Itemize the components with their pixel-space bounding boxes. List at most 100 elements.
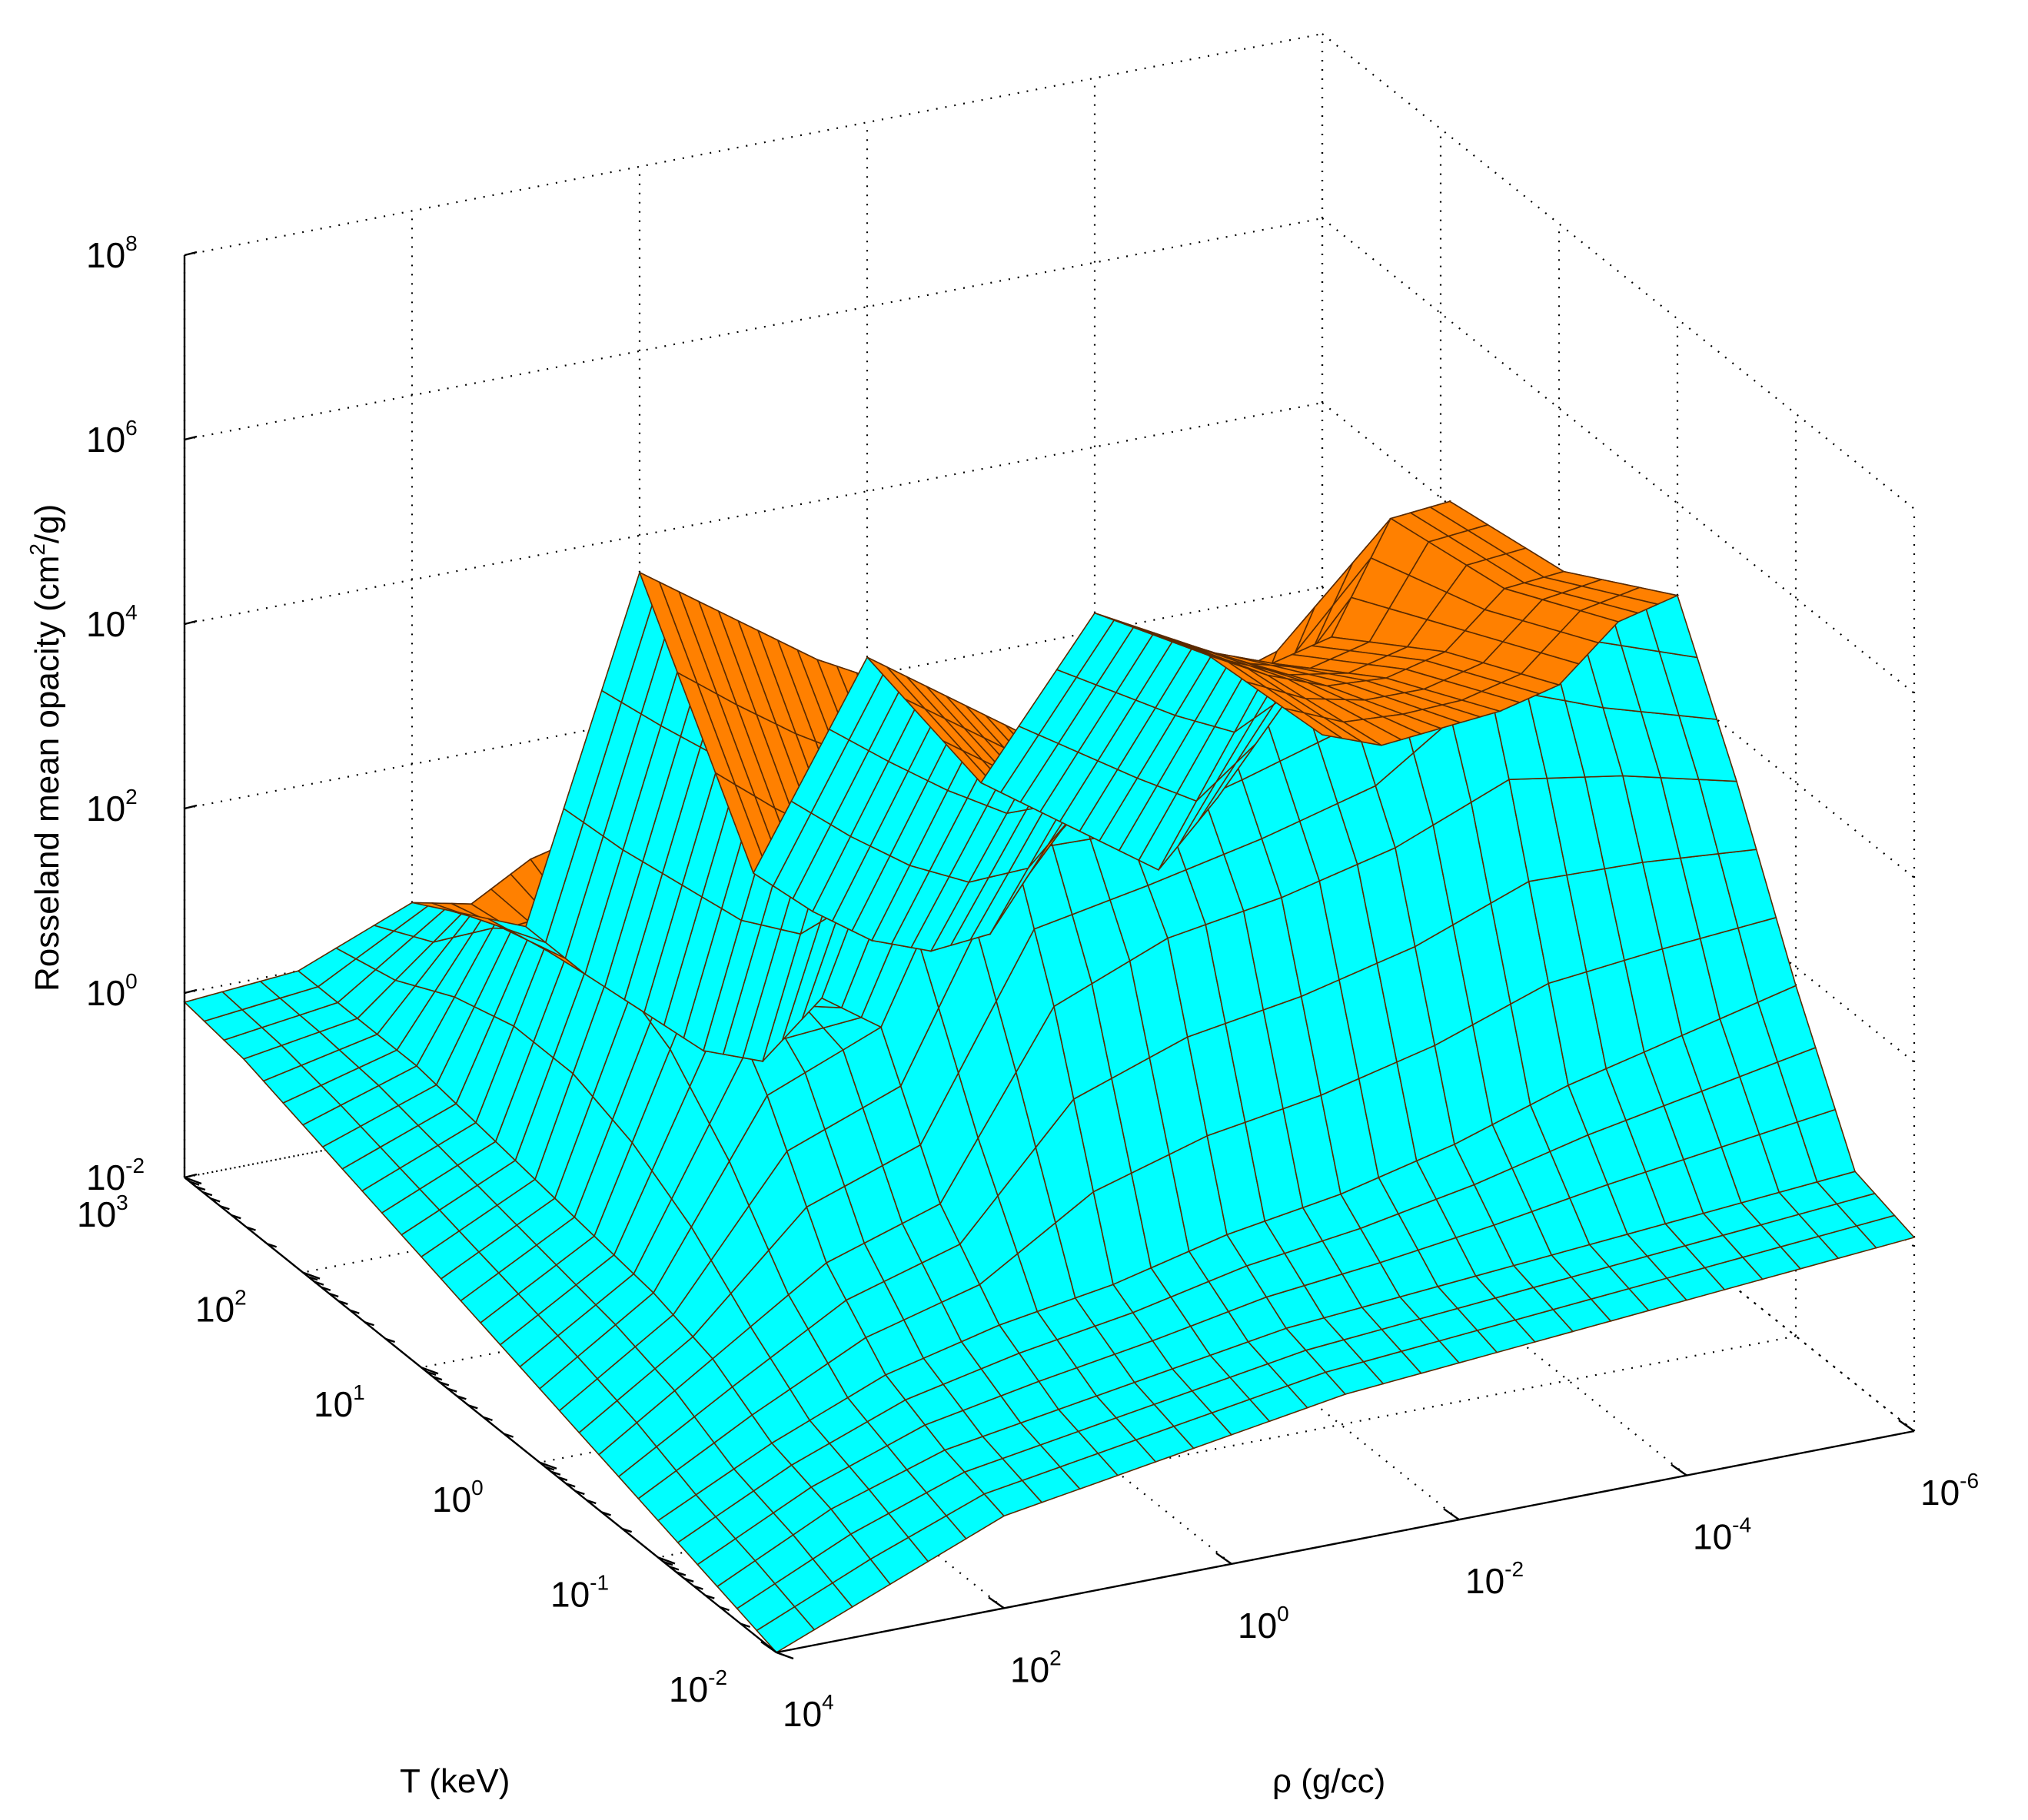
y-tick-label-exp: -2: [708, 1666, 727, 1689]
y-minor-tick: [601, 1511, 611, 1516]
y-minor-tick: [622, 1528, 633, 1533]
z-tick-label-base: 10: [86, 420, 125, 460]
y-tick-mark: [539, 1461, 557, 1470]
z-tick-label-base: 10: [86, 973, 125, 1013]
z-tick-label-base: 10: [86, 235, 125, 275]
z-axis-label-post: /g): [28, 504, 66, 543]
z-tick-label: 106: [86, 416, 138, 460]
x-tick-mark: [1898, 1420, 1915, 1432]
y-tick-label-base: 10: [432, 1480, 471, 1519]
y-minor-tick: [267, 1243, 278, 1248]
x-tick-label-base: 10: [1010, 1649, 1049, 1689]
y-minor-tick: [693, 1585, 703, 1590]
y-minor-tick: [231, 1214, 241, 1220]
y-tick-mark: [776, 1651, 794, 1660]
y-tick-label-exp: -1: [590, 1570, 609, 1594]
y-tick-mark: [302, 1271, 321, 1280]
z-axis-label-pre: Rosseland mean opacity (cm: [28, 556, 66, 991]
grid-line: [1322, 33, 1915, 510]
y-minor-tick: [210, 1197, 221, 1203]
grid-line: [1322, 218, 1915, 694]
y-tick-label-base: 10: [77, 1194, 116, 1234]
z-tick-label-exp: 0: [125, 969, 138, 993]
y-tick-label: 10-2: [669, 1666, 727, 1709]
z-tick-mark: [184, 1173, 198, 1179]
y-minor-tick: [504, 1433, 514, 1438]
y-minor-tick: [349, 1309, 360, 1314]
z-tick-mark: [184, 435, 198, 441]
y-axis-label: T (keV): [400, 1762, 510, 1800]
y-tick-label-base: 10: [669, 1669, 708, 1709]
x-axis-label: ρ (g/cc): [1272, 1762, 1385, 1800]
y-tick-label-base: 10: [314, 1384, 353, 1424]
z-tick-mark: [184, 988, 198, 995]
x-tick-label: 100: [1238, 1602, 1289, 1646]
x-tick-label-base: 10: [1238, 1606, 1277, 1646]
y-minor-tick: [364, 1321, 374, 1327]
y-minor-tick: [447, 1387, 457, 1393]
x-tick-label-exp: 4: [822, 1690, 834, 1714]
z-tick-label-exp: 2: [125, 785, 138, 809]
y-minor-tick: [314, 1280, 324, 1286]
z-tick-label: 10-2: [86, 1154, 145, 1197]
x-tick-label-base: 10: [1693, 1517, 1732, 1557]
x-tick-label-exp: -4: [1732, 1513, 1751, 1537]
y-minor-tick: [565, 1483, 576, 1488]
surface-patch: [1284, 707, 1343, 739]
y-minor-tick: [663, 1560, 673, 1566]
y-minor-tick: [704, 1594, 715, 1599]
z-axis-label-sup: 2: [25, 543, 49, 556]
x-tick-mark: [1671, 1463, 1687, 1476]
y-minor-tick: [557, 1476, 568, 1482]
y-minor-tick: [195, 1185, 206, 1191]
y-minor-tick: [467, 1404, 478, 1410]
y-tick-label: 10-1: [550, 1570, 609, 1614]
y-minor-tick: [740, 1622, 751, 1628]
z-tick-label: 100: [86, 969, 138, 1013]
z-tick-label-base: 10: [86, 789, 125, 829]
x-tick-mark: [1215, 1552, 1232, 1565]
z-tick-label-exp: 8: [125, 231, 138, 255]
y-tick-label-exp: 1: [353, 1380, 365, 1404]
x-tick-mark: [1443, 1508, 1460, 1521]
y-minor-tick: [321, 1286, 331, 1291]
y-tick-label-exp: 0: [471, 1476, 484, 1500]
z-tick-label-base: 10: [86, 1157, 125, 1197]
y-tick-label-base: 10: [195, 1290, 234, 1330]
y-minor-tick: [550, 1470, 561, 1476]
x-tick-label-exp: -2: [1504, 1557, 1524, 1581]
x-tick-label: 102: [1010, 1646, 1062, 1689]
y-minor-tick: [189, 1181, 200, 1186]
z-tick-label: 108: [86, 231, 138, 275]
y-minor-tick: [385, 1337, 396, 1343]
grid-line: [184, 401, 1323, 626]
x-tick-label-exp: 2: [1049, 1646, 1062, 1669]
y-tick-mark: [657, 1556, 676, 1565]
y-tick-label-exp: 2: [234, 1286, 247, 1310]
y-minor-tick: [246, 1226, 256, 1231]
y-minor-tick: [337, 1300, 348, 1305]
y-minor-tick: [720, 1606, 730, 1612]
y-minor-tick: [456, 1395, 467, 1400]
y-minor-tick: [426, 1370, 437, 1376]
x-tick-label: 10-4: [1693, 1513, 1751, 1557]
z-tick-mark: [184, 619, 198, 626]
y-tick-label: 101: [314, 1380, 365, 1424]
z-axis-label: Rosseland mean opacity (cm2/g): [25, 504, 66, 991]
y-tick-label: 100: [432, 1476, 484, 1519]
x-tick-label: 10-2: [1465, 1557, 1524, 1601]
z-tick-label-exp: 4: [125, 600, 138, 624]
y-minor-tick: [574, 1490, 585, 1496]
x-tick-label: 104: [783, 1690, 834, 1734]
x-tick-mark: [988, 1596, 1005, 1609]
y-minor-tick: [483, 1416, 493, 1421]
y-minor-tick: [219, 1205, 230, 1211]
z-tick-label: 102: [86, 785, 138, 829]
x-tick-label-exp: 0: [1277, 1602, 1289, 1626]
x-tick-label-base: 10: [1920, 1473, 1960, 1513]
x-tick-mark: [760, 1641, 777, 1653]
x-axis-line: [776, 1430, 1915, 1654]
y-minor-tick: [328, 1292, 339, 1298]
grid-line: [184, 32, 1323, 257]
z-tick-label-exp: 6: [125, 416, 138, 440]
